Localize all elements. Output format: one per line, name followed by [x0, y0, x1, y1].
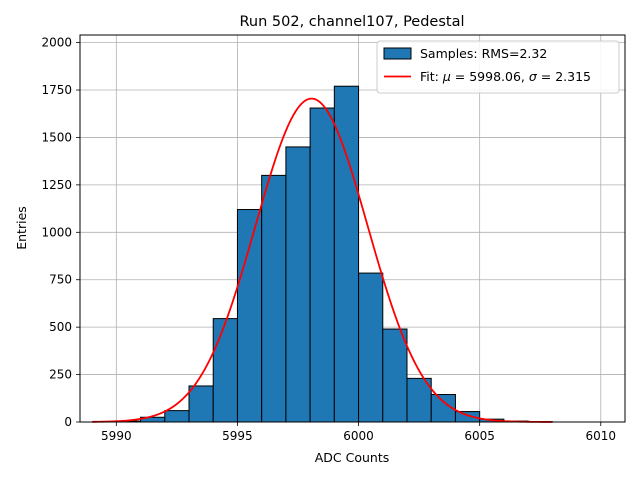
x-tick-label: 6005: [464, 429, 495, 443]
histogram-bars: [115, 85, 553, 423]
y-tick-label: 1750: [41, 83, 72, 97]
y-tick-label: 2000: [41, 36, 72, 50]
y-tick-label: 750: [49, 273, 72, 287]
x-tick-label: 5990: [101, 429, 132, 443]
x-axis-label: ADC Counts: [315, 450, 390, 465]
histogram-bar: [212, 318, 238, 423]
histogram-bar: [309, 107, 335, 423]
legend-samples-label: Samples: RMS=2.32: [420, 46, 547, 61]
x-tick-label: 6000: [343, 429, 374, 443]
gaussian-fit-curve: [92, 97, 553, 423]
histogram-bar: [164, 410, 190, 423]
x-tick-label: 6010: [586, 429, 617, 443]
y-axis-label: Entries: [14, 206, 29, 250]
histogram-bar: [406, 377, 432, 423]
y-tick-label: 1500: [41, 130, 72, 144]
legend-samples-swatch: [383, 47, 412, 60]
y-tick-label: 500: [49, 320, 72, 334]
legend-fit-label: Fit: μ = 5998.06, σ = 2.315: [420, 69, 591, 84]
histogram-bar: [236, 209, 263, 423]
y-tick-label: 1000: [41, 225, 72, 239]
histogram-bar: [382, 328, 408, 423]
legend-mu-value: = 5998.06,: [451, 69, 529, 84]
plot-frame: [79, 34, 626, 423]
histogram-bar: [333, 85, 360, 423]
histogram-bar: [261, 174, 287, 423]
y-tick-label: 0: [64, 415, 72, 429]
histogram-bar: [285, 146, 311, 423]
x-axis-ticks: 5990 5995 6000 6005 6010: [101, 422, 616, 443]
chart-title: Run 502, channel107, Pedestal: [239, 14, 464, 30]
y-tick-label: 250: [49, 368, 72, 382]
y-axis-ticks: 0 250 500 750 1000 1250 1500 1750 2000: [41, 36, 80, 429]
legend: Samples: RMS=2.32 Fit: μ = 5998.06, σ = …: [376, 40, 620, 94]
legend-box: [376, 40, 620, 94]
legend-mu-symbol: μ: [442, 69, 451, 84]
y-tick-label: 1250: [41, 178, 72, 192]
histogram-bar: [188, 385, 214, 423]
x-tick-label: 5995: [222, 429, 253, 443]
legend-sigma-value: = 2.315: [537, 69, 591, 84]
legend-sigma-symbol: σ: [529, 69, 538, 84]
histogram-bar: [358, 272, 384, 423]
legend-fit-prefix: Fit:: [420, 69, 443, 84]
